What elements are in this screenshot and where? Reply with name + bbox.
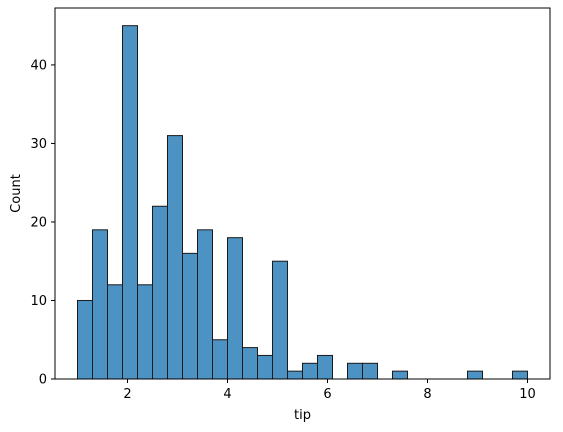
x-tick-label: 6: [323, 387, 331, 402]
histogram-bar: [77, 299, 93, 380]
x-axis-ticks: 2 4 6 8 10: [123, 379, 536, 402]
histogram-bar: [197, 229, 213, 380]
x-axis-label: tip: [294, 408, 311, 423]
histogram-bar: [257, 354, 273, 380]
y-tick-label: 10: [30, 294, 47, 309]
histogram-bar: [182, 252, 198, 380]
x-tick-label: 2: [123, 387, 131, 402]
x-tick-label: 8: [423, 387, 431, 402]
x-tick-label: 4: [223, 387, 231, 402]
histogram-bar: [167, 135, 183, 380]
histogram-bar: [467, 370, 483, 380]
histogram-bar: [227, 237, 243, 380]
histogram-bar: [512, 370, 528, 380]
histogram-bar: [137, 284, 153, 380]
histogram-bar: [347, 362, 363, 380]
histogram-bar: [242, 347, 258, 380]
histogram-bar: [122, 25, 138, 380]
x-tick-label: 10: [519, 387, 536, 402]
histogram-bar: [287, 370, 303, 380]
y-axis-label: Count: [9, 174, 24, 213]
histogram-bar: [392, 370, 408, 380]
histogram-bar: [212, 339, 228, 380]
histogram-bar: [317, 354, 333, 380]
histogram-bar: [272, 260, 288, 380]
histogram-bar: [92, 229, 108, 380]
plot-frame: [54, 7, 551, 380]
y-tick-label: 40: [30, 58, 47, 73]
y-axis-ticks: 0 10 20 30 40: [30, 58, 55, 388]
y-tick-label: 0: [39, 373, 47, 388]
bars-group: [77, 25, 528, 380]
y-tick-label: 30: [30, 137, 47, 152]
y-tick-label: 20: [30, 215, 47, 230]
histogram-bar: [107, 284, 123, 380]
histogram-bar: [362, 362, 378, 380]
histogram-bar: [152, 205, 168, 380]
histogram-bar: [302, 362, 318, 380]
